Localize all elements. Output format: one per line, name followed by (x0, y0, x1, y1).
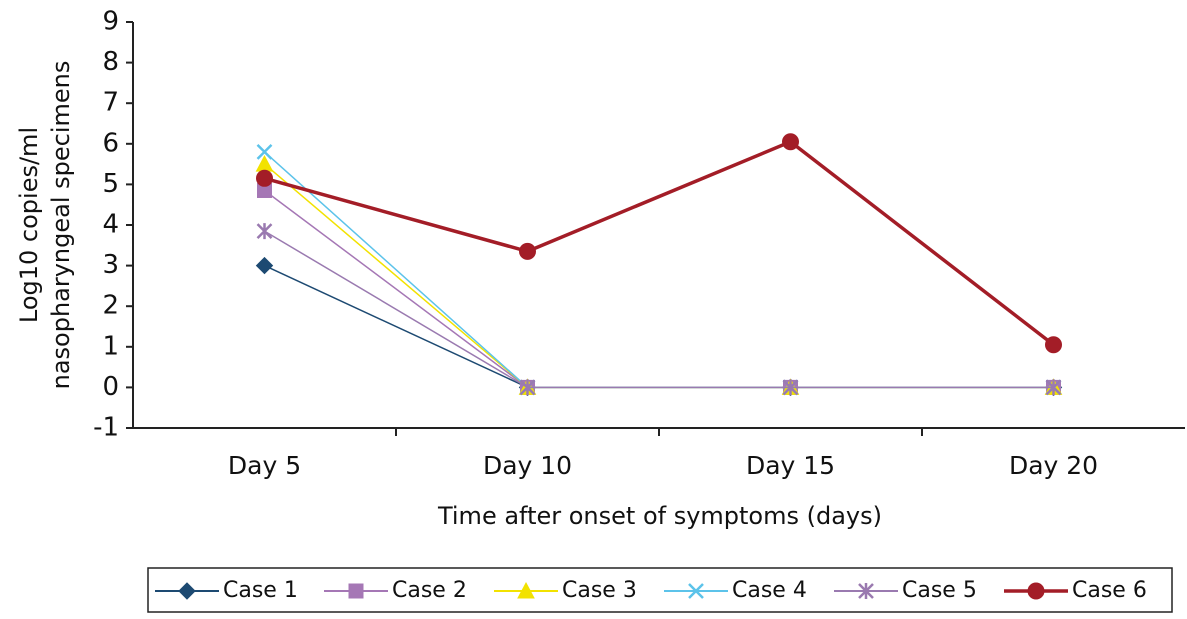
legend-label: Case 3 (562, 578, 637, 603)
series-line (264, 189, 1054, 389)
marker (1045, 336, 1062, 354)
marker (256, 223, 273, 240)
legend-label: Case 6 (1072, 578, 1147, 603)
legend-label: Case 1 (223, 578, 298, 603)
y-tick-label: 2 (102, 291, 119, 321)
y-tick-label: 4 (102, 210, 119, 240)
legend-label: Case 2 (392, 578, 467, 603)
marker (782, 133, 799, 151)
marker (519, 379, 536, 396)
legend-label: Case 5 (902, 578, 977, 603)
y-axis-title: Log10 copies/ml (15, 127, 43, 323)
x-axis-title: Time after onset of symptoms (days) (437, 502, 882, 530)
marker (519, 242, 536, 260)
marker (255, 256, 274, 275)
y-tick-label: -1 (93, 413, 119, 443)
series-line (264, 264, 1054, 389)
y-tick-label: 6 (102, 128, 119, 158)
y-tick-label: 8 (102, 47, 119, 77)
legend-marker (178, 582, 196, 600)
x-tick-label: Day 15 (746, 451, 835, 480)
legend-marker (517, 581, 535, 599)
y-tick-label: 1 (102, 331, 119, 361)
legend-label: Case 4 (732, 578, 807, 603)
y-tick-label: 7 (102, 88, 119, 118)
marker (256, 169, 273, 187)
legend-marker (688, 583, 704, 599)
legend-marker (858, 583, 874, 599)
series-line (264, 230, 1054, 389)
legend-marker (1027, 582, 1045, 600)
legend-box (147, 567, 1173, 613)
marker (1045, 379, 1062, 396)
y-axis-title: nasopharyngeal specimens (47, 61, 75, 390)
marker (782, 379, 799, 396)
marker (256, 144, 273, 160)
series-line (264, 139, 1055, 347)
x-tick-label: Day 10 (483, 451, 572, 480)
x-tick-label: Day 20 (1009, 451, 1098, 480)
series-line (263, 151, 1054, 389)
y-tick-label: 5 (102, 169, 119, 199)
legend-marker (348, 583, 364, 599)
x-tick-label: Day 5 (228, 451, 301, 480)
y-tick-label: 0 (102, 372, 119, 402)
y-tick-label: 9 (102, 7, 119, 37)
y-tick-label: 3 (102, 250, 119, 280)
